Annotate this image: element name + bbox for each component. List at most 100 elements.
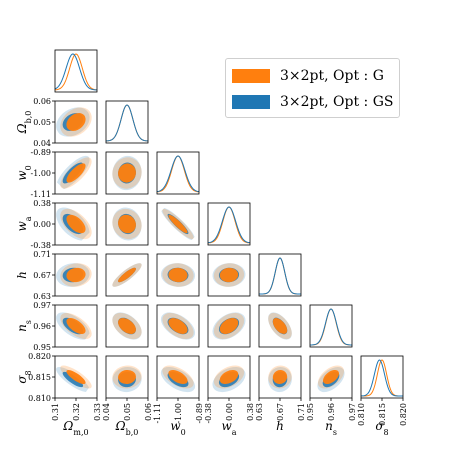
contour-om-ns-g-1sigma [66,318,86,334]
contour-ob-ns-g-1sigma [118,318,136,334]
marginal-curve-w0-gs [157,155,199,193]
y-tick-label-h: 0.67 [33,271,51,280]
contour-ob-s8-g-1sigma [118,369,136,385]
x-tick-label-ns: 0.96 [327,403,336,421]
contour-om-w0-g-1sigma [66,163,86,183]
x-tick-label-s8: 0.820 [399,403,408,426]
x-tick-label-h: 0.67 [276,403,285,421]
contour-w0-h-g-1sigma [168,267,188,283]
panel-frame-wa-h [207,253,251,297]
marginal-curve-om-g [55,53,97,91]
contour-ob-w0-g-1sigma [118,163,136,183]
panel-frame-h-ns [258,304,302,348]
panel-frame-ob-wa [105,202,149,246]
legend-entry-gs: 3×2pt, Opt : GS [232,91,394,113]
x-axis-label-h: h [276,419,284,433]
contour-om-ob-g-1sigma [66,113,86,131]
panel-frame-w0-w0 [156,151,200,195]
panel-frame-wa-ns [207,304,251,348]
x-axis-label-om: Ωm,0 [62,419,88,437]
panel-frame-ob-ns [105,304,149,348]
marginal-curve-ob-gs [106,104,148,142]
y-tick-label-wa: 0.00 [33,220,51,229]
marginal-curve-w0-g [157,155,199,193]
x-tick-label-s8: 0.815 [378,403,387,426]
x-tick-label-w0: -1.11 [153,403,162,424]
y-tick-label-ns: 0.96 [33,322,51,331]
y-tick-label-wa: -0.38 [30,241,51,250]
y-tick-label-ob: 0.04 [33,139,51,148]
marginal-curve-s8-gs [361,359,403,397]
legend-label-g: 3×2pt, Opt : G [280,68,384,84]
x-tick-label-ob: 0.05 [123,403,132,421]
contour-w0-s8-g-1sigma [168,369,188,385]
x-tick-label-s8: 0.810 [357,403,366,426]
panel-frame-ob-w0 [105,151,149,195]
y-tick-label-ob: 0.05 [33,118,51,127]
y-axis-label-wa: wa [15,216,33,231]
x-tick-label-om: 0.32 [72,403,81,421]
y-axis-label-h: h [15,271,29,279]
y-tick-label-ns: 0.97 [33,301,51,310]
y-tick-label-h: 0.71 [33,250,51,259]
y-tick-label-w0: -1.11 [30,190,51,199]
contour-ob-wa-g-1sigma [118,214,136,234]
contour-om-h-g-1sigma [66,267,86,283]
contour-w0-wa-g-1sigma [168,214,188,234]
contour-h-s8-g-1sigma [272,369,288,385]
y-tick-label-ob: 0.06 [33,97,51,106]
x-axis-label-wa: wa [221,419,236,437]
x-tick-label-ns: 0.97 [348,403,357,421]
contour-wa-h-g-1sigma [219,267,239,283]
legend-swatch-orange [232,69,270,83]
x-axis-label-ob: Ωb,0 [115,419,139,437]
x-tick-label-wa: 0.00 [225,403,234,421]
legend-swatch-blue [232,95,270,109]
contour-wa-s8-g-1sigma [219,369,239,385]
legend-label-gs: 3×2pt, Opt : GS [280,94,394,110]
contour-om-s8-g-1sigma [66,369,86,385]
contour-om-s8-gs-1sigma [62,371,84,388]
contour-ns-s8-g-1sigma [323,369,339,385]
x-tick-label-om: 0.33 [93,403,102,421]
contour-ob-h-g-1sigma [118,267,136,283]
x-tick-label-w0: -0.89 [195,403,204,424]
x-axis-label-ns: ns [325,419,337,437]
x-tick-label-w0: -1.00 [174,403,183,424]
y-axis-label-w0: w0 [15,165,33,180]
x-tick-label-h: 0.63 [255,403,264,421]
marginal-curve-h-g [259,257,301,295]
marginal-curve-h-gs [259,257,301,295]
contour-h-ns-g-1sigma [272,318,288,334]
x-tick-label-wa: 0.38 [246,403,255,421]
contour-wa-ns-g-1sigma [219,318,239,334]
panel-frame-om-om [54,49,98,93]
marginal-curve-wa-gs [208,206,250,244]
panel-frame-w0-ns [156,304,200,348]
panel-frame-ob-ob [105,100,149,144]
y-tick-label-s8: 0.810 [28,394,51,403]
legend: 3×2pt, Opt : G 3×2pt, Opt : GS [225,58,400,118]
marginal-curve-om-gs [55,53,97,91]
x-tick-label-wa: -0.38 [204,403,213,424]
panel-frame-s8-s8 [360,355,404,399]
panel-frame-wa-wa [207,202,251,246]
contour-om-wa-g-1sigma [66,214,86,234]
y-tick-label-s8: 0.815 [28,373,51,382]
x-axis-label-w0: w0 [170,419,185,437]
x-tick-label-h: 0.71 [297,403,306,421]
y-tick-label-s8: 0.820 [28,352,51,361]
y-axis-label-s8: σ8 [15,370,33,383]
y-tick-label-ns: 0.95 [33,343,51,352]
marginal-curve-ob-g [106,104,148,142]
x-tick-label-ob: 0.06 [144,403,153,421]
panel-frame-w0-wa [156,202,200,246]
marginal-curve-ns-gs [310,308,352,346]
legend-entry-g: 3×2pt, Opt : G [232,65,384,87]
marginal-curve-wa-g [208,206,250,244]
y-axis-label-ob: Ωb,0 [15,111,33,135]
x-tick-label-ob: 0.04 [102,403,111,421]
y-axis-label-ns: ns [15,320,33,332]
y-tick-label-h: 0.63 [33,292,51,301]
